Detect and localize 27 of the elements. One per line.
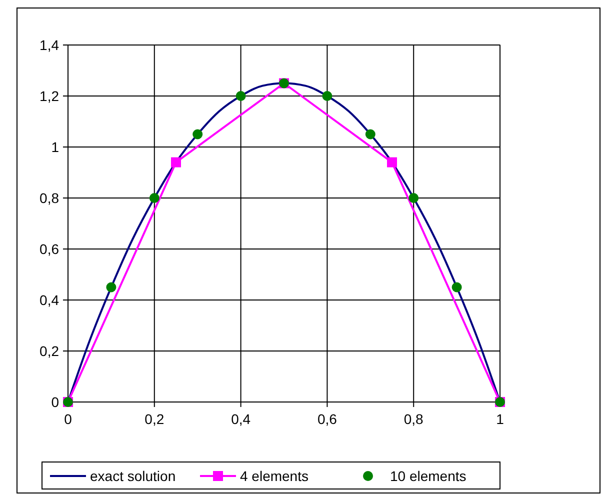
y-tick-label: 1: [51, 139, 60, 155]
point: [236, 91, 246, 101]
legend-label: 4 elements: [240, 468, 308, 484]
point: [192, 129, 203, 140]
y-tick-label: 0: [51, 394, 60, 410]
point: [171, 157, 181, 168]
point: [387, 157, 397, 168]
point: [322, 91, 332, 101]
y-tick-label: 0,4: [40, 292, 60, 308]
y-tick-label: 0,6: [40, 241, 60, 257]
x-tick-label: 0: [64, 411, 72, 427]
x-tick-label: 0,6: [317, 411, 338, 427]
legend-label: 10 elements: [390, 468, 466, 484]
point: [365, 129, 376, 140]
x-tick-label: 1: [496, 411, 504, 427]
legend-label: exact solution: [90, 468, 176, 484]
point: [106, 282, 116, 292]
x-tick-label: 0,2: [144, 411, 164, 427]
y-tick-label: 1,4: [40, 37, 60, 53]
y-tick-label: 1,2: [40, 88, 60, 104]
x-tick-label: 0,8: [404, 411, 424, 427]
y-tick-label: 0,8: [40, 190, 60, 206]
x-tick-label: 0,4: [231, 411, 251, 427]
point: [452, 282, 462, 292]
point: [408, 193, 419, 203]
point: [149, 193, 160, 203]
y-tick-label: 0,2: [40, 343, 60, 359]
